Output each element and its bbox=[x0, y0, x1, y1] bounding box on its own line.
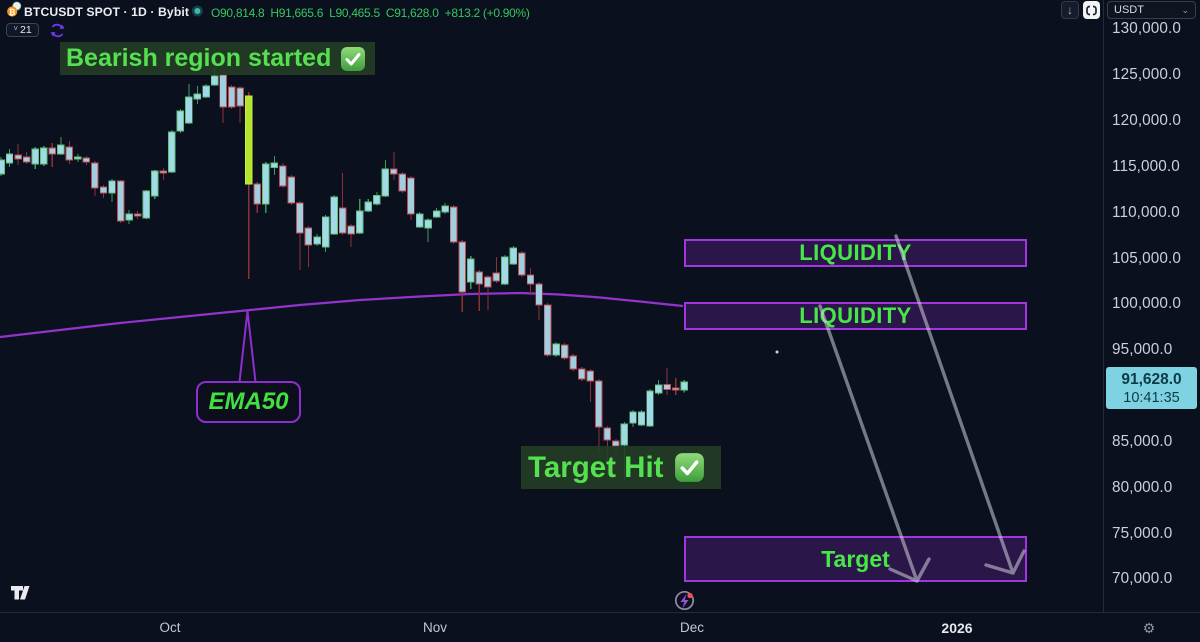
svg-text:⚙: ⚙ bbox=[1143, 620, 1156, 636]
svg-text:₿: ₿ bbox=[9, 8, 16, 17]
